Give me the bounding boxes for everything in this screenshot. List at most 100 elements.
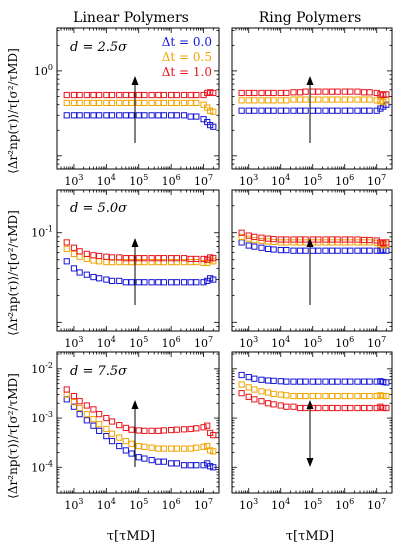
data-point <box>173 426 180 433</box>
data-point <box>168 91 175 99</box>
data-point <box>90 273 97 281</box>
data-point <box>141 255 148 262</box>
data-point <box>207 122 214 129</box>
data-point <box>380 98 387 106</box>
data-point <box>283 97 290 104</box>
data-point <box>238 89 245 97</box>
data-point <box>83 417 90 424</box>
arrow-head-up <box>131 400 139 409</box>
data-point <box>328 247 336 254</box>
data-point <box>83 411 90 418</box>
data-point <box>309 392 316 400</box>
data-point <box>309 247 316 254</box>
legend-entry-dt0: Δt = 0.0 <box>162 35 212 49</box>
data-point <box>96 252 103 260</box>
data-point <box>187 255 194 263</box>
data-point <box>334 96 341 103</box>
data-point <box>160 458 168 465</box>
data-point <box>193 425 200 432</box>
data-point <box>315 107 322 114</box>
data-point <box>96 275 103 282</box>
data-point <box>258 107 265 114</box>
legend-entry-dt05: Δt = 0.5 <box>162 50 212 64</box>
data-point <box>210 276 217 283</box>
data-point <box>135 112 142 119</box>
data-point <box>334 107 341 114</box>
data-point <box>187 425 194 433</box>
data-point <box>148 99 155 107</box>
column-title-ring: Ring Polymers <box>259 10 362 26</box>
data-point <box>122 91 129 99</box>
data-point <box>63 245 70 253</box>
data-point <box>258 97 265 104</box>
x-tick-label: 104 <box>97 497 116 512</box>
data-point <box>141 99 148 107</box>
data-point <box>135 259 142 266</box>
data-point <box>341 96 348 103</box>
data-point <box>210 89 217 97</box>
data-point <box>193 99 200 107</box>
data-point <box>210 448 217 455</box>
data-point <box>168 279 175 286</box>
data-point <box>341 392 348 400</box>
arrow-head-up <box>131 76 139 85</box>
data-point <box>96 91 103 99</box>
data-point <box>155 112 162 119</box>
data-point <box>290 378 297 385</box>
x-tick-label: 104 <box>97 335 116 350</box>
y-axis-label-row3: ⟨Δr²np(τ)⟩/τ[σ²/τMD] <box>6 373 20 499</box>
data-point <box>302 378 309 385</box>
data-point <box>148 255 155 262</box>
data-point <box>96 427 103 434</box>
data-point <box>70 399 78 406</box>
data-point <box>283 247 290 254</box>
data-point <box>103 433 110 440</box>
data-point <box>238 371 245 379</box>
data-point <box>251 386 258 393</box>
data-point <box>135 427 142 434</box>
data-point <box>290 89 297 96</box>
data-point <box>116 434 123 441</box>
data-point <box>258 89 265 97</box>
data-point <box>148 259 155 266</box>
data-point <box>116 99 123 107</box>
data-point <box>245 393 252 400</box>
data-point <box>380 91 387 99</box>
data-point <box>96 421 103 428</box>
data-point <box>135 91 142 99</box>
data-point <box>155 427 162 434</box>
data-point <box>322 107 329 114</box>
data-point <box>168 99 175 107</box>
data-point <box>128 112 135 119</box>
data-point <box>277 402 284 409</box>
data-point <box>141 427 148 434</box>
data-point <box>83 402 90 409</box>
panel-ring-d5.0: 103 104 105 106 107 <box>231 189 393 350</box>
data-point <box>180 99 188 107</box>
data-point <box>207 107 214 114</box>
data-point <box>128 99 135 107</box>
data-point <box>135 279 142 286</box>
data-point <box>200 424 207 431</box>
data-point <box>283 89 290 97</box>
data-point <box>322 88 329 95</box>
data-point <box>264 400 272 407</box>
data-point <box>173 445 180 452</box>
data-point <box>193 113 200 120</box>
data-point <box>90 252 97 259</box>
data-point <box>383 404 390 412</box>
y-tick-label: 10-2 <box>31 361 53 376</box>
data-point <box>90 99 97 107</box>
data-point <box>128 279 135 286</box>
data-point <box>315 404 322 412</box>
data-point <box>141 91 148 99</box>
data-point <box>116 112 123 119</box>
data-point <box>302 247 309 254</box>
data-point <box>108 277 116 284</box>
data-point <box>264 377 272 384</box>
data-point <box>251 243 258 250</box>
data-point <box>160 445 168 452</box>
data-point <box>251 375 258 382</box>
data-point <box>354 378 361 385</box>
data-point <box>180 462 188 469</box>
